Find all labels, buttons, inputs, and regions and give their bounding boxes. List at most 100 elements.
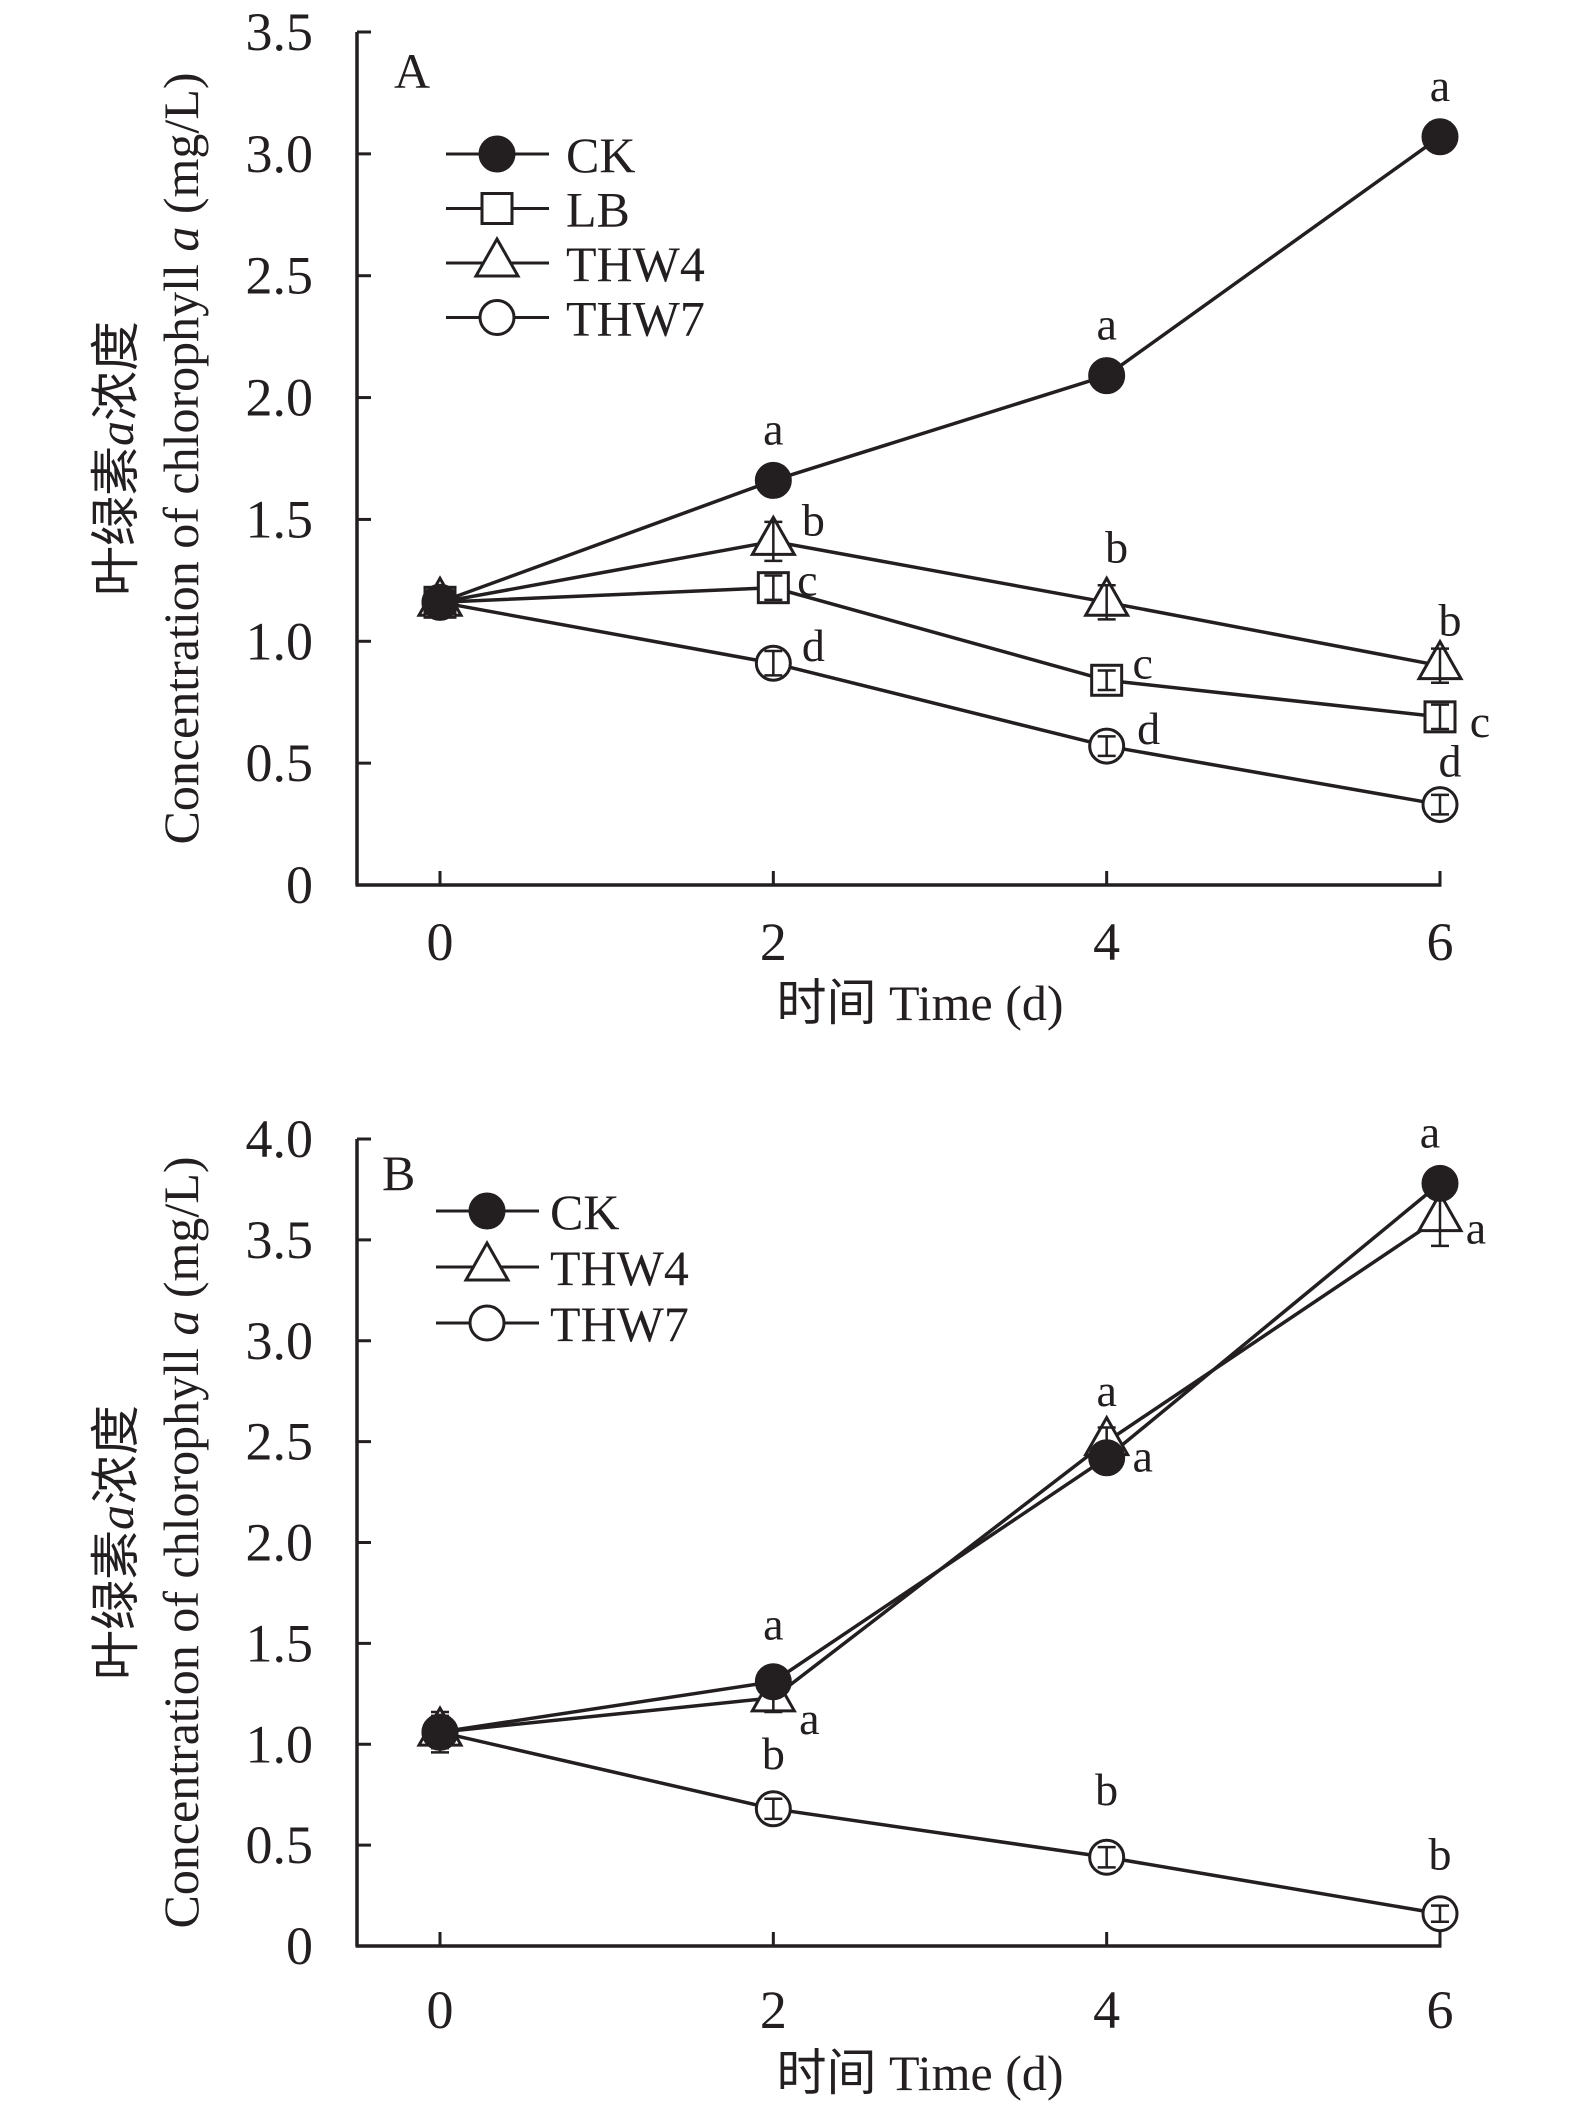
data-point-CK [421, 583, 459, 621]
legend-label: CK [550, 1184, 619, 1240]
y-axis-title-en-prefix: Concentration of chlorophyll [153, 252, 209, 845]
significance-letter: b [802, 494, 825, 545]
x-axis-title: 时间 Time (d) [776, 2045, 1063, 2101]
legend-item-LB: LB [446, 182, 630, 238]
data-point-THW7 [1088, 727, 1126, 765]
data-point-CK [754, 461, 792, 499]
significance-letter: b [1429, 1829, 1452, 1880]
y-tick-label: 1.0 [246, 611, 314, 671]
legend-marker-open-triangle [463, 1239, 511, 1282]
y-tick-label: 3.0 [246, 124, 314, 184]
x-tick-label: 2 [760, 1980, 787, 2040]
y-tick-label: 0 [286, 855, 313, 915]
data-point-CK [421, 1713, 459, 1751]
significance-letter: a [1420, 1106, 1440, 1157]
significance-letter: d [1137, 703, 1160, 754]
significance-letter: a [763, 1599, 783, 1650]
y-axis-title-cn: 叶绿素a浓度 [88, 1405, 144, 1680]
x-axis-title: 时间 Time (d) [776, 975, 1063, 1031]
legend-label: THW7 [566, 291, 705, 347]
data-point-LB [1423, 700, 1457, 734]
significance-letter: b [1439, 595, 1462, 646]
y-axis-title-en: Concentration of chlorophyll a (mg/L) [153, 72, 209, 844]
series-line-LB [439, 585, 1441, 719]
y-axis-title-en-suffix: (mg/L) [153, 72, 209, 226]
panel-label: B [382, 1145, 415, 1201]
y-tick-label: 4.0 [246, 1109, 314, 1169]
significance-letter: b [1095, 1764, 1118, 1815]
data-point-CK [1088, 1439, 1126, 1477]
legend-item-THW7: THW7 [436, 1296, 689, 1352]
y-tick-label: 1.5 [246, 1613, 314, 1673]
legend-marker-filled-circle [468, 1192, 506, 1230]
significance-letter: a [1096, 299, 1116, 350]
legend-item-THW7: THW7 [446, 291, 705, 347]
legend-marker-open-circle [468, 1304, 506, 1342]
data-point-LB [1090, 663, 1124, 697]
x-tick-label: 0 [427, 912, 454, 972]
legend-marker-open-circle [478, 299, 516, 336]
data-point-THW7 [754, 1790, 792, 1828]
y-axis-title-cn-suffix: 浓度 [88, 1405, 144, 1505]
series-line-THW7 [439, 600, 1441, 807]
legend-marker-open-square [480, 192, 514, 225]
data-point-THW4 [1416, 638, 1464, 684]
y-tick-label: 2.0 [246, 368, 314, 428]
y-axis-title-en-italic: a [153, 227, 209, 252]
y-axis-title-cn-italic: a [88, 1505, 144, 1530]
significance-letter: a [799, 1693, 819, 1744]
significance-letter: c [1470, 696, 1490, 747]
legend-item-THW4: THW4 [446, 235, 705, 292]
y-axis-title-cn: 叶绿素a浓度 [88, 321, 144, 596]
significance-letter: a [763, 403, 783, 454]
significance-letter: c [1132, 637, 1152, 688]
data-point-THW7 [1421, 1895, 1459, 1933]
data-point-CK [1088, 357, 1126, 395]
legend-marker-filled-circle [478, 135, 516, 173]
data-point-THW4 [749, 514, 797, 563]
y-axis-title-cn-suffix: 浓度 [88, 321, 144, 421]
series-line-CK [439, 135, 1442, 604]
significance-letter: d [1439, 736, 1462, 787]
significance-letter: a [1430, 60, 1450, 111]
y-tick-label: 0.5 [246, 1815, 314, 1875]
y-axis-title-en: Concentration of chlorophyll a (mg/L) [153, 1156, 209, 1928]
legend-label: THW4 [550, 1240, 689, 1296]
data-point-THW7 [754, 644, 792, 682]
series-line-THW4 [439, 1216, 1441, 1734]
significance-letter: b [762, 1728, 785, 1779]
legend-item-THW4: THW4 [436, 1239, 689, 1296]
y-axis-title-en-suffix: (mg/L) [153, 1156, 209, 1310]
legend-label: LB [566, 182, 630, 238]
data-point-CK [754, 1663, 792, 1701]
data-point-THW7 [1088, 1838, 1126, 1876]
x-tick-label: 0 [427, 1980, 454, 2040]
y-tick-label: 3.0 [246, 1311, 314, 1371]
significance-letter: a [1466, 1203, 1486, 1254]
legend-marker-open-triangle [473, 235, 521, 278]
series-line-THW7 [439, 1730, 1441, 1916]
series-line-THW4 [439, 539, 1441, 668]
data-point-CK [1421, 1164, 1459, 1202]
legend-item-CK: CK [446, 127, 635, 183]
significance-letter: b [1105, 521, 1128, 572]
significance-letter: c [797, 555, 817, 606]
x-tick-label: 2 [760, 912, 787, 972]
legend-label: CK [566, 127, 635, 183]
legend-label: THW4 [566, 236, 705, 292]
significance-letter: a [1096, 1365, 1116, 1416]
data-point-LB [756, 571, 790, 605]
y-axis-title-en-prefix: Concentration of chlorophyll [153, 1336, 209, 1929]
x-tick-label: 4 [1093, 1980, 1120, 2040]
x-tick-label: 6 [1427, 1980, 1454, 2040]
y-axis-title-cn-italic: a [88, 421, 144, 446]
x-tick-label: 4 [1093, 912, 1120, 972]
chart-panel-B: 0 0.5 1.0 1.5 2.0 2.5 3.0 3.5 4.0 0 2 4 6 时间 Time (d)… [88, 1106, 1486, 2101]
data-point-THW7 [1421, 786, 1459, 824]
significance-letter: a [1132, 1431, 1152, 1482]
y-tick-label: 0 [286, 1916, 313, 1976]
y-tick-label: 1.0 [246, 1714, 314, 1774]
y-tick-label: 1.5 [246, 489, 314, 549]
